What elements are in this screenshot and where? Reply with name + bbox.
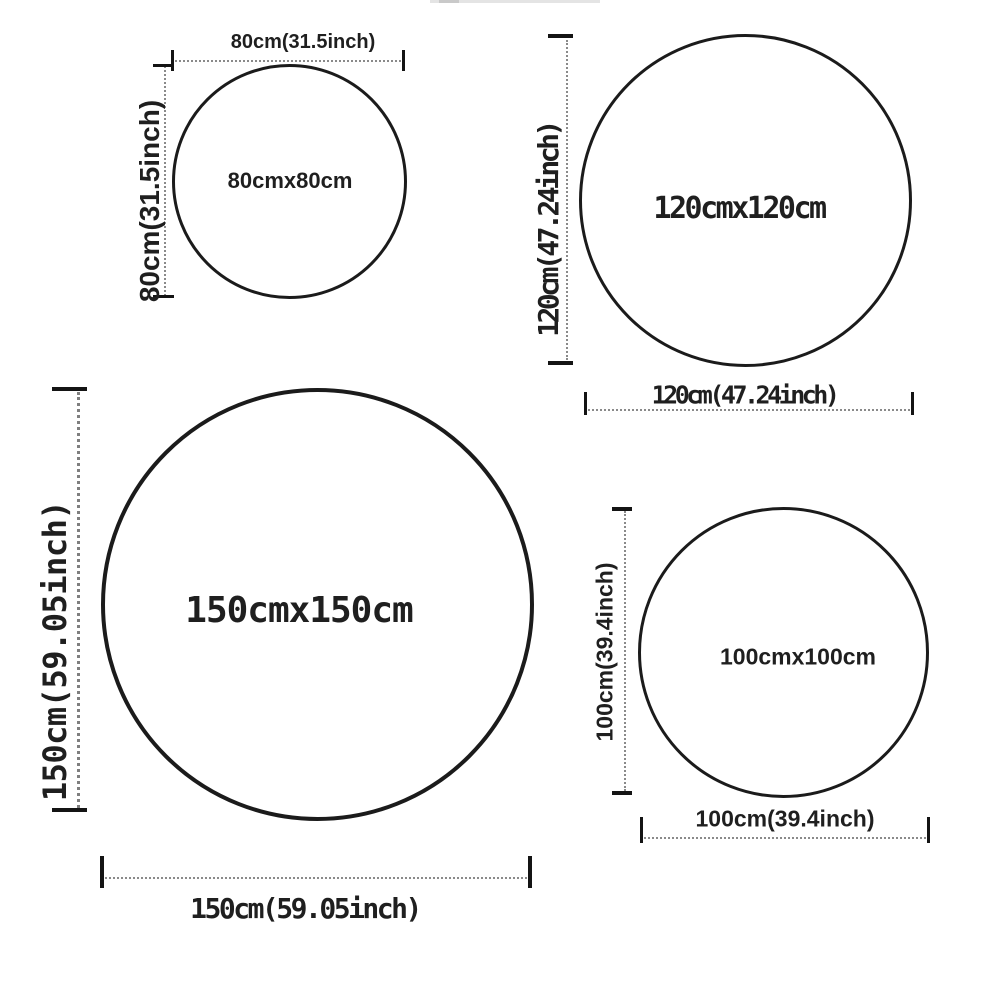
rug-80-height-dim-line <box>164 66 166 296</box>
rug-80-height-tick-bottom <box>153 295 174 298</box>
rug-100-width-tick-left <box>640 817 643 843</box>
rug-100-height-dim-line <box>624 511 626 791</box>
rug-80-width-dim-line <box>172 60 404 62</box>
rug-100-size-label: 100cmx100cm <box>719 643 877 670</box>
rug-150-width-dim-line <box>101 877 531 879</box>
rug-150-height-tick-top <box>52 387 87 391</box>
rug-120-height-tick-top <box>548 34 573 38</box>
rug-150-width-tick-left <box>100 856 104 888</box>
rug-120-width-dim-line <box>585 409 913 411</box>
rug-100-width-tick-right <box>927 817 930 843</box>
rug-120-width-tick-right <box>911 392 914 415</box>
rug-100-height-tick-top <box>612 507 632 511</box>
rug-80-height-label: 80cm(31.5inch) <box>134 99 165 303</box>
rug-100-width-dim-line <box>641 837 930 839</box>
rug-150-height-tick-bottom <box>52 808 87 812</box>
rug-150-size-label: 150cmx150cm <box>185 590 413 631</box>
rug-150-height-label: 150cm(59.05inch) <box>36 500 74 802</box>
rug-120-size-label: 120cmx120cm <box>653 191 827 226</box>
rug-150-circle <box>101 388 534 821</box>
rug-80-width-label: 80cm(31.5inch) <box>230 31 376 53</box>
rug-120-height-tick-bottom <box>548 361 573 365</box>
rug-120-width-label: 120cm(47.24inch) <box>651 380 840 410</box>
rug-80-height-tick-top <box>153 64 174 67</box>
scan-artifact <box>430 0 600 3</box>
rug-80-width-tick-right <box>402 50 405 71</box>
rug-80-size-label: 80cmx80cm <box>227 168 353 193</box>
rug-150-height-dim-line <box>77 392 80 808</box>
rug-120-height-label: 120cm(47.24inch) <box>532 123 565 337</box>
rug-120-width-tick-left <box>584 392 587 415</box>
rug-80-width-tick-left <box>171 50 174 71</box>
rug-150-width-label: 150cm(59.05inch) <box>190 892 422 925</box>
rug-100-width-label: 100cm(39.4inch) <box>695 805 875 832</box>
rug-80-circle <box>172 64 407 299</box>
scan-artifact-dark <box>439 0 459 3</box>
rug-120-circle <box>579 34 912 367</box>
rug-150-width-tick-right <box>528 856 532 888</box>
rug-100-height-label: 100cm(39.4inch) <box>591 562 618 742</box>
rug-100-circle <box>638 507 929 798</box>
rug-120-height-dim-line <box>566 40 568 360</box>
rug-100-height-tick-bottom <box>612 791 632 795</box>
